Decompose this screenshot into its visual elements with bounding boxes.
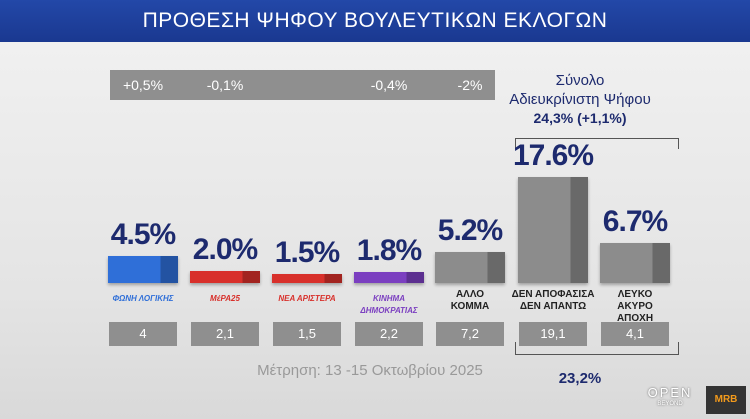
value-label: 5.2% (437, 213, 503, 247)
bar (108, 256, 178, 283)
annotation: Αδιευκρίνιστη Ψήφου (509, 91, 651, 108)
category-label: ΜέΡΑ25 (210, 294, 240, 303)
change-row (110, 70, 495, 100)
value-label: 17.6% (512, 139, 594, 173)
category-label: ΑΛΛΟ ΚΟΜΜΑ (450, 289, 490, 312)
footnote: Μέτρηση: 13 -15 Οκτωβρίου 2025 (257, 362, 483, 379)
annotation: Σύνολο (555, 72, 605, 89)
category-label: ΝΕΑ ΑΡΙΣΤΕΡΑ (278, 294, 336, 303)
annotation: 23,2% (558, 370, 602, 387)
bar (272, 274, 342, 283)
bar (190, 271, 260, 283)
previous-value: 7,2 (436, 322, 504, 346)
category-label: ΦΩΝΗ ΛΟΓΙΚΗΣ (112, 294, 174, 303)
change-label: -2% (457, 77, 483, 93)
previous-value: 1,5 (273, 322, 341, 346)
bar (518, 177, 588, 283)
category-label: ΔΕΝ ΑΠΟΦΑΣΙΣΑ ΔΕΝ ΑΠΑΝΤΩ (511, 289, 595, 312)
value-label: 6.7% (602, 204, 668, 238)
bar (354, 272, 424, 283)
previous-value: 4,1 (601, 322, 669, 346)
logo: MRB (706, 386, 746, 414)
change-label: -0,4% (370, 77, 408, 93)
logo: OPEN (647, 385, 693, 400)
chart-title: ΠΡΟΘΕΣΗ ΨΗΦΟΥ ΒΟΥΛΕΥΤΙΚΩΝ ΕΚΛΟΓΩΝ (142, 9, 608, 32)
category-label: ΚΙΝΗΜΑ ΔΗΜΟΚΡΑΤΙΑΣ (360, 294, 418, 315)
change-label: -0,1% (206, 77, 244, 93)
previous-value: 2,1 (191, 322, 259, 346)
value-label: 1.5% (274, 236, 340, 269)
logo: BEYOND (657, 401, 683, 407)
bracket (515, 342, 679, 355)
previous-value: 2,2 (355, 322, 423, 346)
previous-value: 4 (109, 322, 177, 346)
annotation: 24,3% (+1,1%) (533, 110, 627, 126)
value-label: 2.0% (192, 233, 258, 266)
value-label: 4.5% (110, 218, 176, 251)
value-label: 1.8% (356, 234, 422, 268)
bar (435, 251, 505, 283)
bar (600, 242, 670, 283)
change-label: +0,5% (122, 77, 164, 93)
bracket (515, 138, 679, 149)
previous-value: 19,1 (519, 322, 587, 346)
title-bar (0, 0, 750, 42)
category-label: ΛΕΥΚΟ ΑΚΥΡΟ ΑΠΟΧΗ (616, 289, 654, 324)
